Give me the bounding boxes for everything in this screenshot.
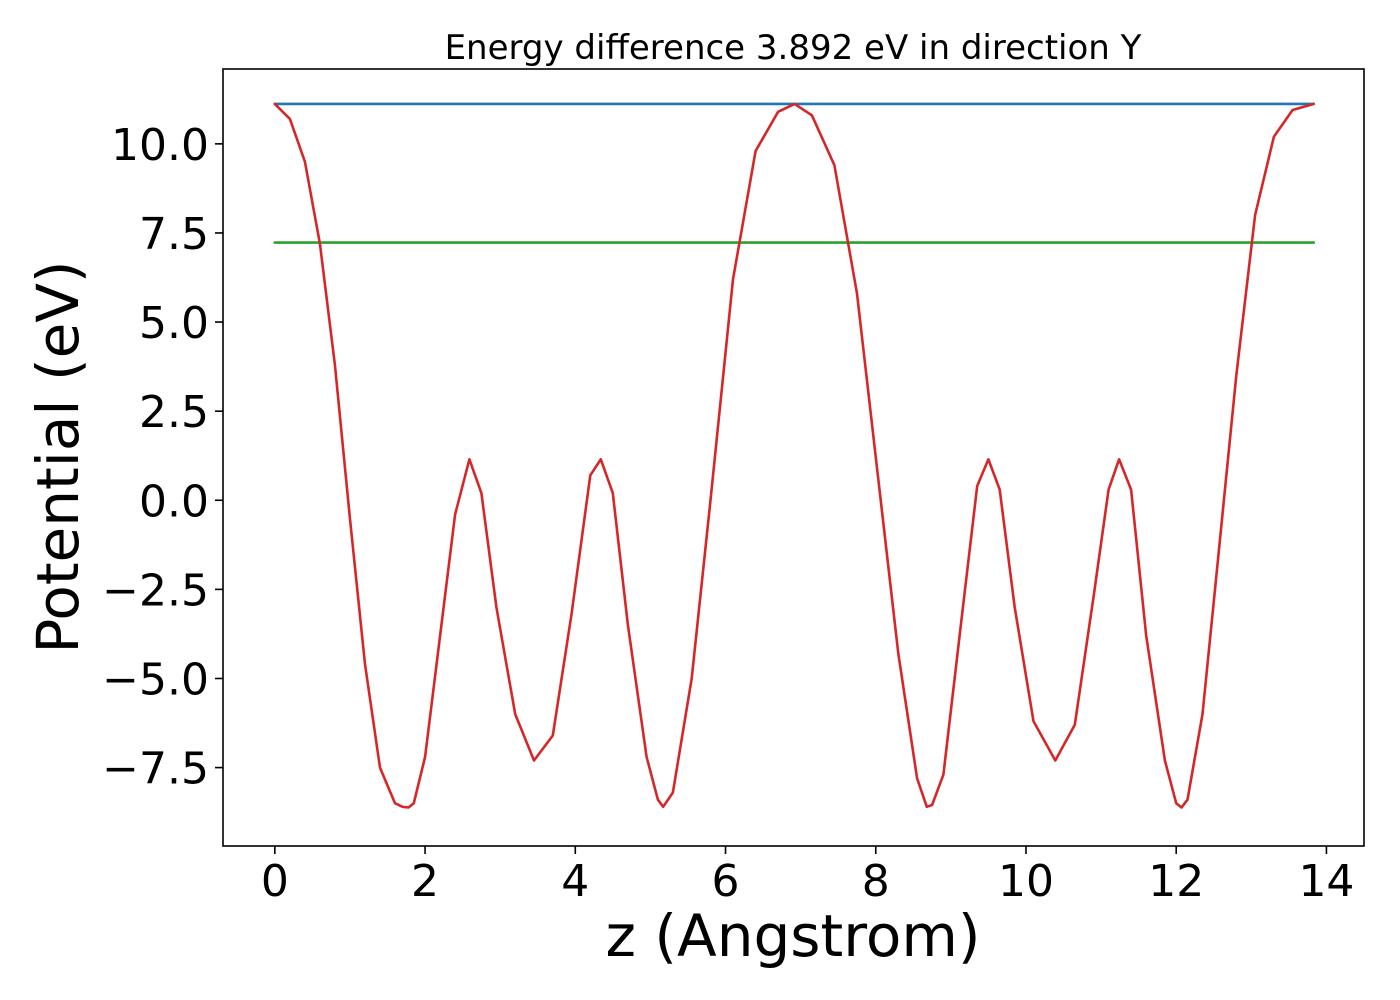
y-tick-label: −5.0: [102, 654, 209, 705]
plot-frame: [222, 68, 1365, 847]
x-tick-label: 8: [862, 856, 890, 907]
chart-title: Energy difference 3.892 eV in direction …: [445, 28, 1142, 68]
x-axis-label: z (Angstrom): [606, 902, 981, 970]
y-axis: −7.5 −5.0 −2.5 0.0 2.5 5.0 7.5 10.0: [102, 120, 223, 795]
y-tick-label: 5.0: [139, 298, 209, 349]
y-tick-label: 10.0: [111, 120, 209, 171]
x-tick-label: 10: [998, 856, 1054, 907]
y-tick-label: 2.5: [139, 387, 209, 438]
x-tick-label: 4: [561, 856, 589, 907]
series-line-3: [273, 102, 1315, 809]
y-tick-label: 0.0: [139, 476, 209, 527]
x-tick-label: 6: [712, 856, 740, 907]
x-tick-label: 2: [411, 856, 439, 907]
x-axis: 0 2 4 6 8 10 12 14: [261, 846, 1354, 907]
x-tick-label: 0: [261, 856, 289, 907]
y-tick-label: −2.5: [102, 565, 209, 616]
x-tick-label: 12: [1148, 856, 1204, 907]
x-tick-label: 14: [1298, 856, 1354, 907]
y-tick-label: 7.5: [139, 209, 209, 260]
y-axis-label: Potential (eV): [24, 260, 92, 653]
y-tick-label: −7.5: [102, 744, 209, 795]
series-layer: [273, 102, 1315, 809]
